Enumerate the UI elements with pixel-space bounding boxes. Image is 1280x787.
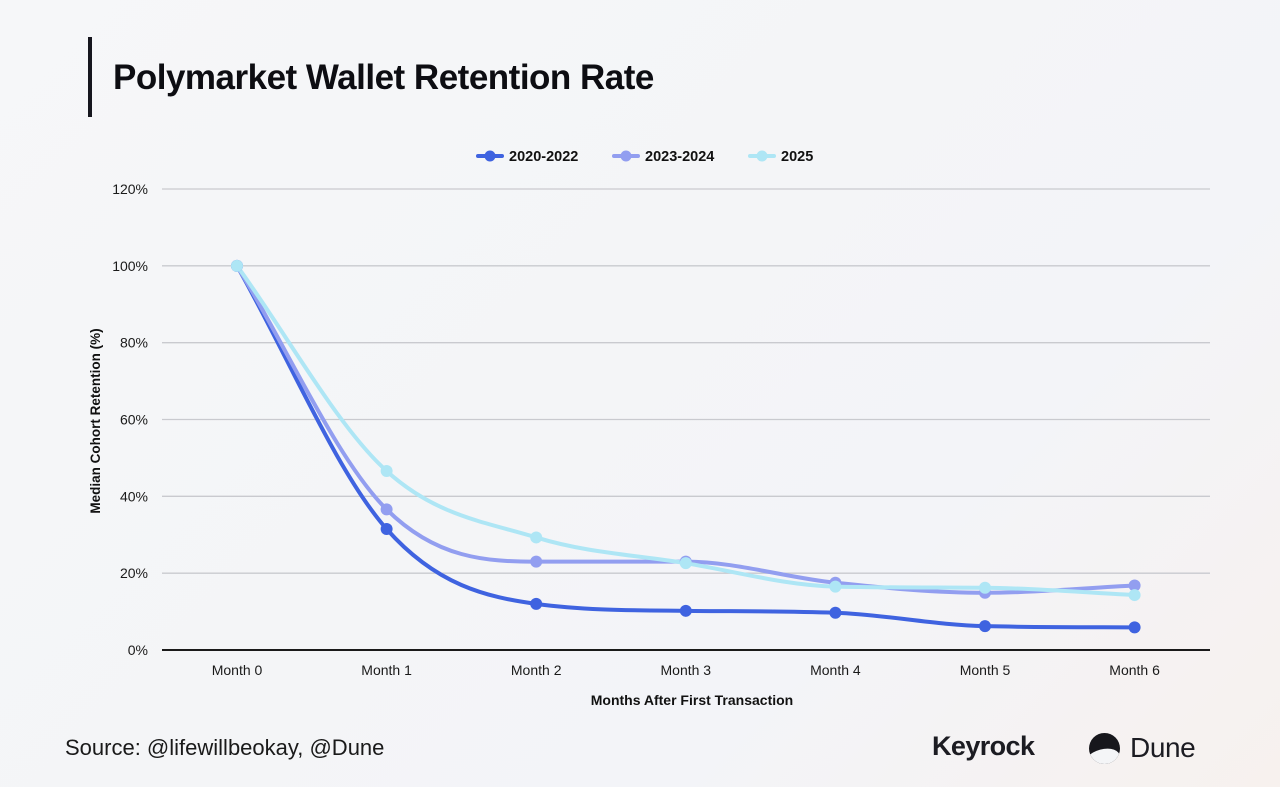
data-point-2025 bbox=[530, 531, 543, 544]
dune-logo-icon bbox=[1089, 732, 1120, 764]
legend-label: 2023-2024 bbox=[645, 149, 714, 165]
title-accent-bar bbox=[88, 37, 92, 117]
x-tick-label: Month 1 bbox=[361, 662, 412, 678]
dune-logo: Dune bbox=[1089, 731, 1196, 765]
x-axis-label: Months After First Transaction bbox=[591, 692, 794, 708]
legend-swatch-dot bbox=[484, 150, 496, 162]
chart-gridlines bbox=[162, 188, 1210, 651]
data-point-2023-2024 bbox=[1128, 579, 1141, 592]
keyrock-logo: Keyrock bbox=[932, 731, 1035, 761]
dune-logo-text: Dune bbox=[1130, 732, 1196, 763]
y-tick-label: 40% bbox=[120, 488, 148, 504]
x-tick-label: Month 2 bbox=[511, 662, 562, 678]
legend-label: 2025 bbox=[781, 149, 813, 165]
chart-data-points bbox=[231, 259, 1141, 634]
data-point-2025 bbox=[231, 259, 243, 272]
y-tick-label: 20% bbox=[120, 565, 148, 581]
data-point-2020-2022 bbox=[1128, 621, 1141, 634]
y-axis-ticks: 0% 20% 40% 60% 80% 100% 120% bbox=[112, 181, 148, 658]
data-point-2023-2024 bbox=[530, 555, 543, 568]
data-point-2025 bbox=[380, 464, 393, 477]
data-point-2025 bbox=[829, 580, 842, 593]
x-axis-ticks: Month 0 Month 1 Month 2 Month 3 Month 4 Month… bbox=[212, 662, 1160, 678]
y-axis-label: Median Cohort Retention (%) bbox=[88, 328, 103, 513]
x-tick-label: Month 5 bbox=[960, 662, 1011, 678]
legend-swatch-dot bbox=[756, 150, 768, 162]
data-point-2025 bbox=[979, 581, 991, 594]
y-tick-label: 100% bbox=[112, 258, 148, 274]
chart-legend: 2020-2022 2023-2024 2025 bbox=[476, 149, 813, 165]
series-line-2025 bbox=[235, 263, 1137, 598]
series-line-2023-2024 bbox=[235, 263, 1137, 595]
data-point-2025 bbox=[679, 557, 692, 570]
data-point-2025 bbox=[1128, 589, 1141, 602]
legend-label: 2020-2022 bbox=[509, 149, 578, 165]
data-point-2023-2024 bbox=[380, 503, 393, 516]
y-tick-label: 60% bbox=[120, 412, 148, 428]
x-tick-label: Month 6 bbox=[1109, 662, 1160, 678]
x-tick-label: Month 4 bbox=[810, 662, 861, 678]
x-tick-label: Month 3 bbox=[661, 662, 712, 678]
y-tick-label: 120% bbox=[112, 181, 148, 197]
y-tick-label: 0% bbox=[128, 642, 148, 658]
data-point-2020-2022 bbox=[380, 522, 393, 535]
legend-swatch-dot bbox=[620, 150, 632, 162]
page-title: Polymarket Wallet Retention Rate bbox=[113, 58, 654, 97]
y-tick-label: 80% bbox=[120, 335, 148, 351]
x-tick-label: Month 0 bbox=[212, 662, 263, 678]
source-note: Source: @lifewillbeokay, @Dune bbox=[65, 735, 385, 760]
data-point-2020-2022 bbox=[530, 597, 543, 610]
data-point-2020-2022 bbox=[679, 604, 692, 617]
data-point-2020-2022 bbox=[979, 620, 991, 633]
data-point-2020-2022 bbox=[829, 606, 842, 619]
